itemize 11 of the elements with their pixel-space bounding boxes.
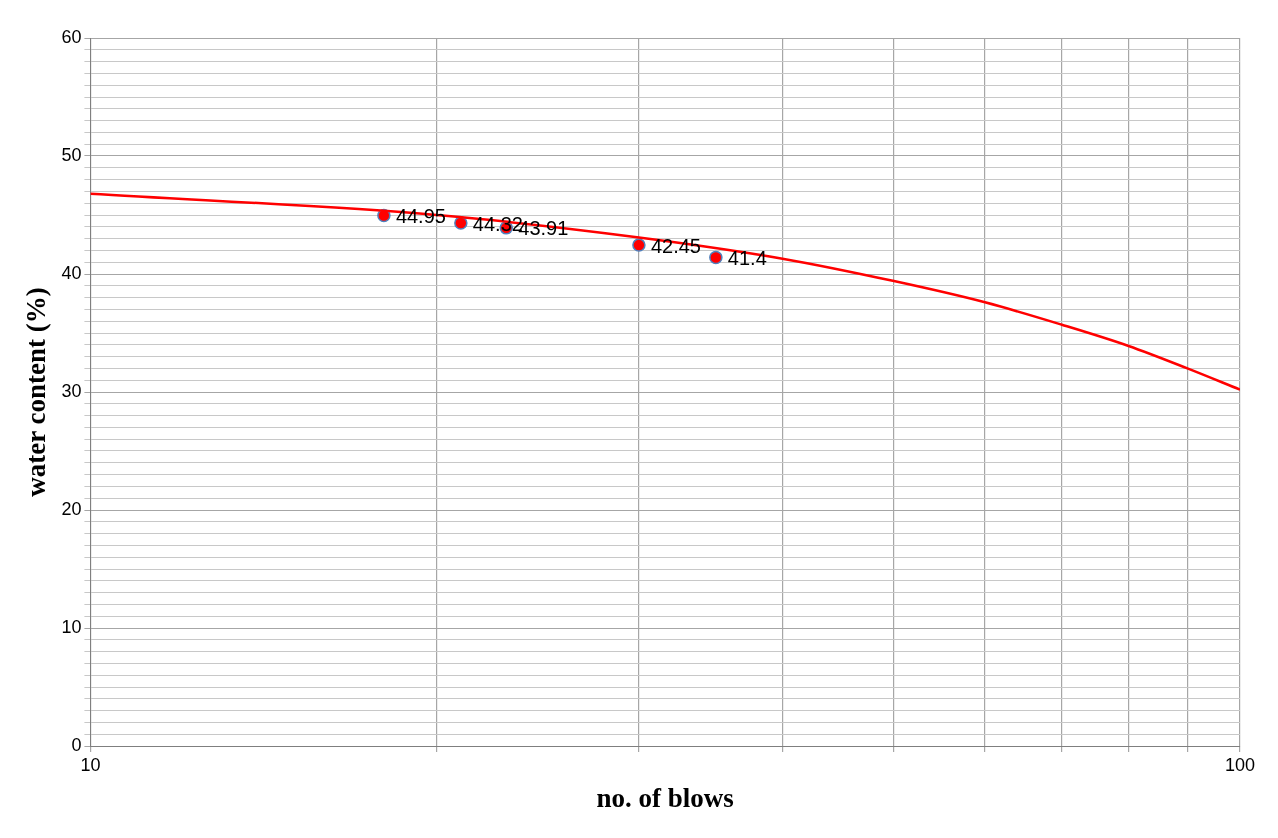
data-label: 41.4 xyxy=(727,247,767,269)
y-tick-label: 30 xyxy=(61,380,82,401)
x-axis-title: no. of blows xyxy=(596,782,734,813)
y-tick-label: 0 xyxy=(71,734,82,755)
x-tick-label: 100 xyxy=(1224,754,1256,775)
y-tick-label: 50 xyxy=(61,144,82,165)
y-tick-label: 60 xyxy=(61,26,82,47)
y-axis-title: water content (%) xyxy=(21,287,52,497)
y-tick-label: 20 xyxy=(61,498,82,519)
y-tick-label: 40 xyxy=(61,262,82,283)
y-tick-label: 10 xyxy=(61,616,82,637)
